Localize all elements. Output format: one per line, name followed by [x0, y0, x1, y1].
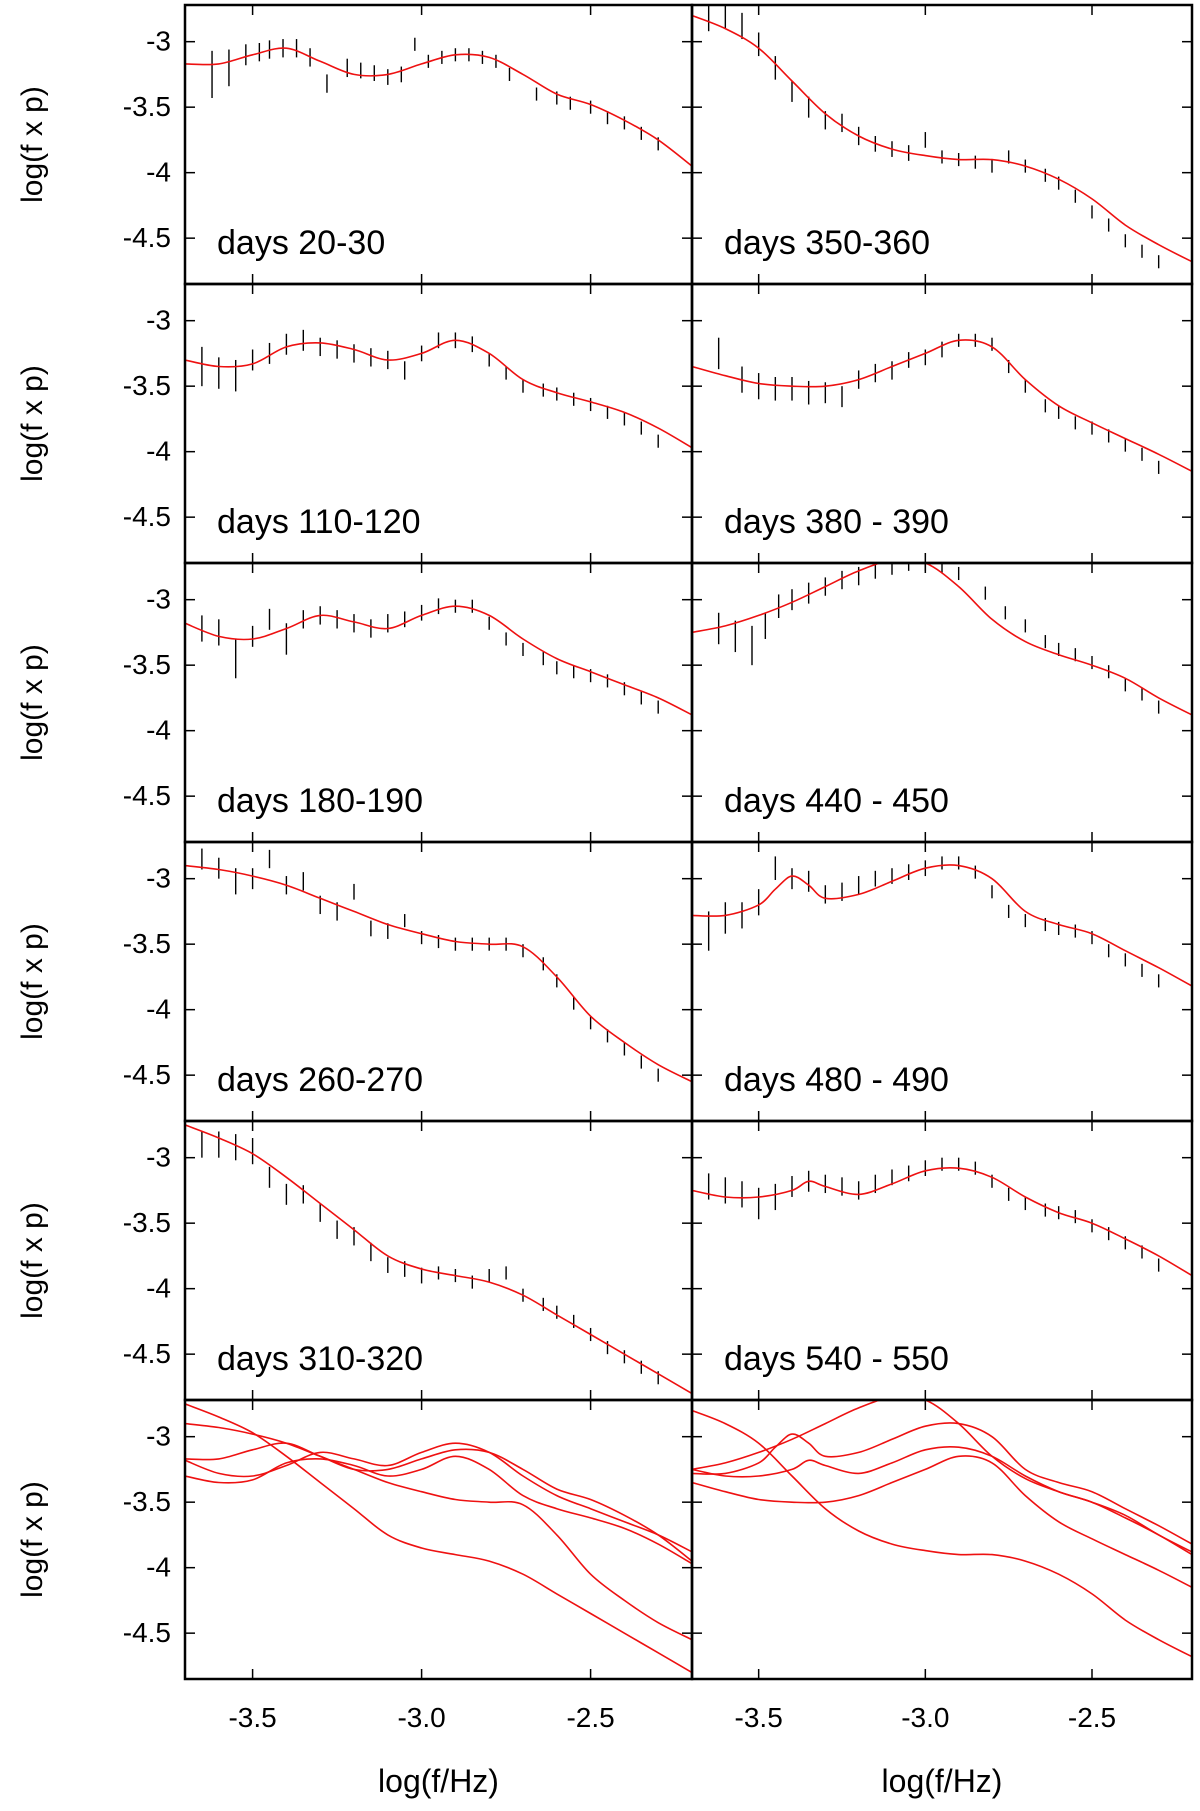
overlay-fit-line	[185, 1442, 692, 1553]
panel-days310-320: -3 -3.5 -4 -4.5 days 310-320	[123, 1119, 694, 1402]
overlay-fit-line	[185, 1403, 692, 1674]
y-tick-label: -3	[146, 26, 171, 57]
panel-label: days 350-360	[724, 224, 930, 262]
panel-label: days 20-30	[217, 224, 385, 262]
fit-line	[185, 1124, 692, 1395]
plot-area	[692, 563, 1192, 716]
panel-label: days 440 - 450	[724, 782, 949, 820]
plot-area	[185, 37, 692, 167]
y-tick-label: -3.5	[123, 928, 171, 959]
fit-line	[692, 864, 1192, 987]
x-tick-label: -3.0	[397, 1702, 445, 1733]
panel-label: days 110-120	[217, 503, 421, 541]
y-tick-label: -4.5	[123, 780, 171, 811]
panel-days480-490: days 480 - 490	[690, 840, 1194, 1123]
panel-days110-120: -3 -3.5 -4 -4.5 days 110-120	[123, 282, 694, 565]
plot-area	[692, 5, 1192, 269]
fit-line	[185, 339, 692, 449]
fit-line	[692, 14, 1192, 263]
x-axis-label: log(f/Hz)	[378, 1763, 499, 1799]
overlay-fit-line	[692, 1422, 1192, 1545]
y-tick-label: -4	[146, 1552, 171, 1583]
x-tick-label: -2.5	[566, 1702, 614, 1733]
panel-frame	[183, 1398, 694, 1681]
panel-label: days 480 - 490	[724, 1061, 949, 1099]
fit-line	[692, 1166, 1192, 1277]
x-axis-labels-group: log(f/Hz) log(f/Hz)	[378, 1763, 1002, 1799]
x-axis-label: log(f/Hz)	[882, 1763, 1003, 1799]
y-tick-label: -3	[146, 1142, 171, 1173]
y-tick-label: -3	[146, 584, 171, 615]
y-tick-label: -4	[146, 994, 171, 1025]
panel-frame	[690, 1398, 1194, 1681]
overlay-fit-line	[692, 1445, 1192, 1556]
plot-area	[692, 1157, 1192, 1277]
plot-area	[692, 333, 1192, 474]
y-tick-label: -3.5	[123, 649, 171, 680]
panel-days260-270: -3 -3.5 -4 -4.5 days 260-270	[123, 840, 694, 1123]
plot-area	[185, 1403, 692, 1674]
y-tick-label: -3.5	[123, 1207, 171, 1238]
y-axis-label: log(f x p)	[16, 1481, 49, 1598]
panel-days540-550: days 540 - 550	[690, 1119, 1194, 1402]
y-axis-label: log(f x p)	[16, 86, 49, 203]
panel-label: days 380 - 390	[724, 503, 949, 541]
y-tick-label: -3	[146, 1421, 171, 1452]
fit-line	[185, 605, 692, 716]
plot-area	[185, 1124, 692, 1395]
overlay-fit-line	[185, 1455, 692, 1565]
plot-area	[185, 848, 692, 1083]
plot-area	[185, 598, 692, 716]
panel-label: days 540 - 550	[724, 1340, 949, 1378]
overlay-fit-line	[185, 1422, 692, 1641]
plot-area	[185, 329, 692, 449]
y-tick-label: -4.5	[123, 1338, 171, 1369]
panel-label: days 180-190	[217, 782, 423, 820]
x-tick-label: -3.5	[228, 1702, 276, 1733]
y-tick-label: -4.5	[123, 1059, 171, 1090]
y-axis-labels-group: log(f x p) log(f x p) log(f x p) log(f x p)…	[16, 86, 49, 1598]
y-tick-label: -4.5	[123, 222, 171, 253]
y-tick-label: -3	[146, 305, 171, 336]
y-tick-label: -3.5	[123, 91, 171, 122]
plot-area	[692, 856, 1192, 988]
y-tick-label: -4.5	[123, 1617, 171, 1648]
panel-days440-450: days 440 - 450	[690, 561, 1194, 844]
y-tick-label: -4	[146, 1273, 171, 1304]
overlay-fit-line	[692, 1409, 1192, 1658]
y-tick-label: -3.5	[123, 370, 171, 401]
y-axis-label: log(f x p)	[16, 1202, 49, 1319]
panel-days380-390: days 380 - 390	[690, 282, 1194, 565]
y-tick-label: -4	[146, 436, 171, 467]
y-axis-label: log(f x p)	[16, 644, 49, 761]
panel-label: days 260-270	[217, 1061, 423, 1099]
y-axis-label: log(f x p)	[16, 923, 49, 1040]
panel-days180-190: -3 -3.5 -4 -4.5 days 180-190	[123, 561, 694, 844]
panel-label: days 310-320	[217, 1340, 423, 1378]
overlay-fit-line	[692, 1455, 1192, 1589]
panel-overlay-right: -3.5 -3.0 -2.5	[690, 1398, 1194, 1733]
x-tick-label: -3.5	[735, 1702, 783, 1733]
y-tick-label: -4	[146, 157, 171, 188]
x-tick-label: -3.0	[901, 1702, 949, 1733]
fit-line	[692, 339, 1192, 473]
panel-days350-360: days 350-360	[690, 3, 1194, 286]
panels-group: -3 -3.5 -4 -4.5 days 20-30 -3 -3.5 -4 -4.5 days 1…	[123, 3, 1194, 1733]
fit-line	[692, 563, 1192, 716]
fit-line	[185, 47, 692, 167]
y-tick-label: -3	[146, 863, 171, 894]
y-tick-label: -3.5	[123, 1486, 171, 1517]
y-tick-label: -4.5	[123, 501, 171, 532]
plot-area	[692, 1400, 1192, 1658]
overlay-fit-line	[185, 1442, 692, 1562]
fit-line	[185, 864, 692, 1083]
panel-overlay-left: -3 -3.5 -4 -4.5 -3.5 -3.0 -2.5	[123, 1398, 694, 1733]
y-axis-label: log(f x p)	[16, 365, 49, 482]
x-tick-label: -2.5	[1068, 1702, 1116, 1733]
panel-days20-30: -3 -3.5 -4 -4.5 days 20-30	[123, 3, 694, 286]
y-tick-label: -4	[146, 715, 171, 746]
